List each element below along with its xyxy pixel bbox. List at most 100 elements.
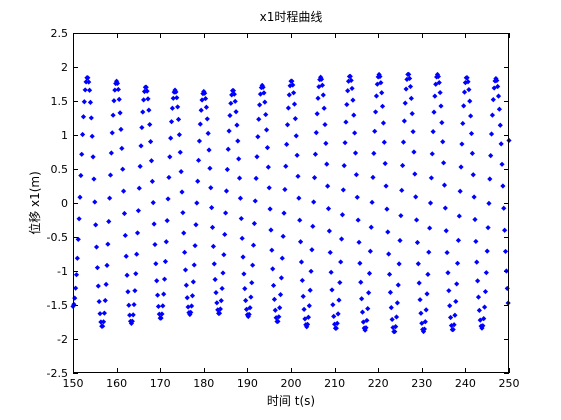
data-point-marker: [284, 122, 291, 128]
data-point-marker: [447, 303, 453, 309]
data-point-marker: [184, 295, 190, 301]
data-point-marker: [255, 134, 261, 140]
data-point-marker: [224, 166, 230, 173]
data-point-marker: [145, 96, 151, 102]
data-point-marker: [210, 243, 216, 249]
data-point-marker: [298, 259, 305, 265]
data-point-marker: [272, 307, 278, 313]
data-point-marker: [125, 289, 131, 295]
data-point-marker: [179, 189, 185, 195]
data-point-marker: [134, 230, 141, 236]
data-point-marker: [422, 319, 428, 325]
data-point-marker: [456, 213, 462, 219]
data-point-marker: [236, 175, 243, 181]
data-point-marker: [182, 249, 188, 255]
data-point-marker: [246, 311, 252, 317]
data-point-marker: [307, 287, 313, 293]
data-point-marker: [188, 309, 194, 315]
data-point-marker: [161, 291, 167, 297]
data-point-marker: [138, 143, 144, 149]
data-point-marker: [414, 239, 421, 246]
data-point-marker: [73, 272, 80, 278]
data-point-marker: [408, 95, 414, 102]
data-point-marker: [150, 200, 156, 206]
data-point-marker: [319, 82, 325, 88]
data-point-marker: [332, 321, 338, 327]
data-point-marker: [117, 110, 123, 116]
x-tick-label: 180: [193, 377, 214, 390]
y-axis: 2.5 2 1.5 1 0.5 0 -0.5 -1 -1.5 -2 -2.5: [47, 27, 509, 380]
data-point-marker: [424, 291, 430, 297]
data-point-marker: [100, 323, 106, 329]
data-point-marker: [481, 316, 487, 322]
data-point-marker: [333, 325, 339, 331]
data-point-marker: [162, 258, 169, 265]
data-point-marker: [230, 87, 237, 94]
data-point-marker: [271, 296, 278, 303]
data-point-marker: [163, 239, 169, 245]
data-point-marker: [342, 140, 348, 146]
data-point-marker: [164, 218, 170, 224]
data-point-marker: [351, 112, 357, 118]
data-point-marker: [470, 172, 476, 178]
data-point-marker: [421, 326, 428, 332]
data-point-marker: [297, 239, 304, 245]
data-point-marker: [460, 120, 466, 127]
data-point-marker: [379, 103, 386, 109]
data-point-marker: [459, 141, 465, 147]
data-point-marker: [137, 163, 143, 169]
data-point-marker: [240, 254, 246, 260]
data-point-marker: [195, 157, 202, 163]
data-point-marker: [223, 210, 229, 216]
data-point-marker: [203, 104, 210, 110]
data-point-marker: [504, 285, 510, 292]
data-point-marker: [369, 199, 375, 205]
data-point-marker: [250, 262, 256, 268]
data-point-marker: [165, 196, 171, 202]
data-point-marker: [256, 116, 262, 122]
data-point-marker: [291, 101, 298, 107]
data-point-marker: [151, 221, 157, 227]
data-point-marker: [442, 205, 448, 211]
data-point-marker: [441, 182, 448, 188]
data-point-marker: [384, 206, 390, 212]
data-point-marker: [426, 249, 432, 255]
data-point-marker: [452, 312, 458, 318]
data-point-marker: [198, 107, 204, 113]
data-point-marker: [469, 150, 475, 156]
data-point-marker: [301, 306, 307, 312]
data-point-marker: [86, 87, 93, 93]
data-point-marker: [437, 89, 443, 96]
data-point-marker: [461, 89, 468, 95]
data-point-marker: [299, 277, 305, 284]
data-point-marker: [354, 194, 360, 200]
data-point-marker: [484, 248, 490, 254]
data-point-marker: [406, 71, 412, 77]
data-point-marker: [79, 131, 86, 138]
data-point-marker: [444, 249, 450, 256]
data-point-marker: [286, 92, 292, 98]
y-tick-label: 1: [61, 129, 68, 142]
data-point-marker: [154, 292, 161, 298]
data-point-marker: [215, 307, 221, 313]
data-point-marker: [181, 230, 187, 236]
data-point-marker: [388, 304, 394, 311]
data-point-marker: [268, 227, 274, 233]
data-point-marker: [293, 133, 299, 139]
data-point-marker: [266, 185, 272, 191]
data-point-marker: [202, 95, 209, 102]
data-point-marker: [372, 128, 378, 134]
data-point-marker: [462, 80, 468, 86]
data-point-marker: [336, 297, 342, 303]
data-point-marker: [153, 261, 159, 267]
data-point-marker: [496, 106, 503, 112]
data-point-marker: [116, 96, 122, 103]
data-point-marker: [381, 139, 387, 145]
data-point-marker: [95, 283, 101, 289]
data-point-marker: [428, 175, 434, 181]
data-point-marker: [104, 262, 110, 268]
data-point-marker: [209, 205, 215, 211]
data-point-marker: [447, 314, 454, 321]
data-point-marker: [226, 128, 232, 134]
data-point-marker: [284, 141, 290, 148]
